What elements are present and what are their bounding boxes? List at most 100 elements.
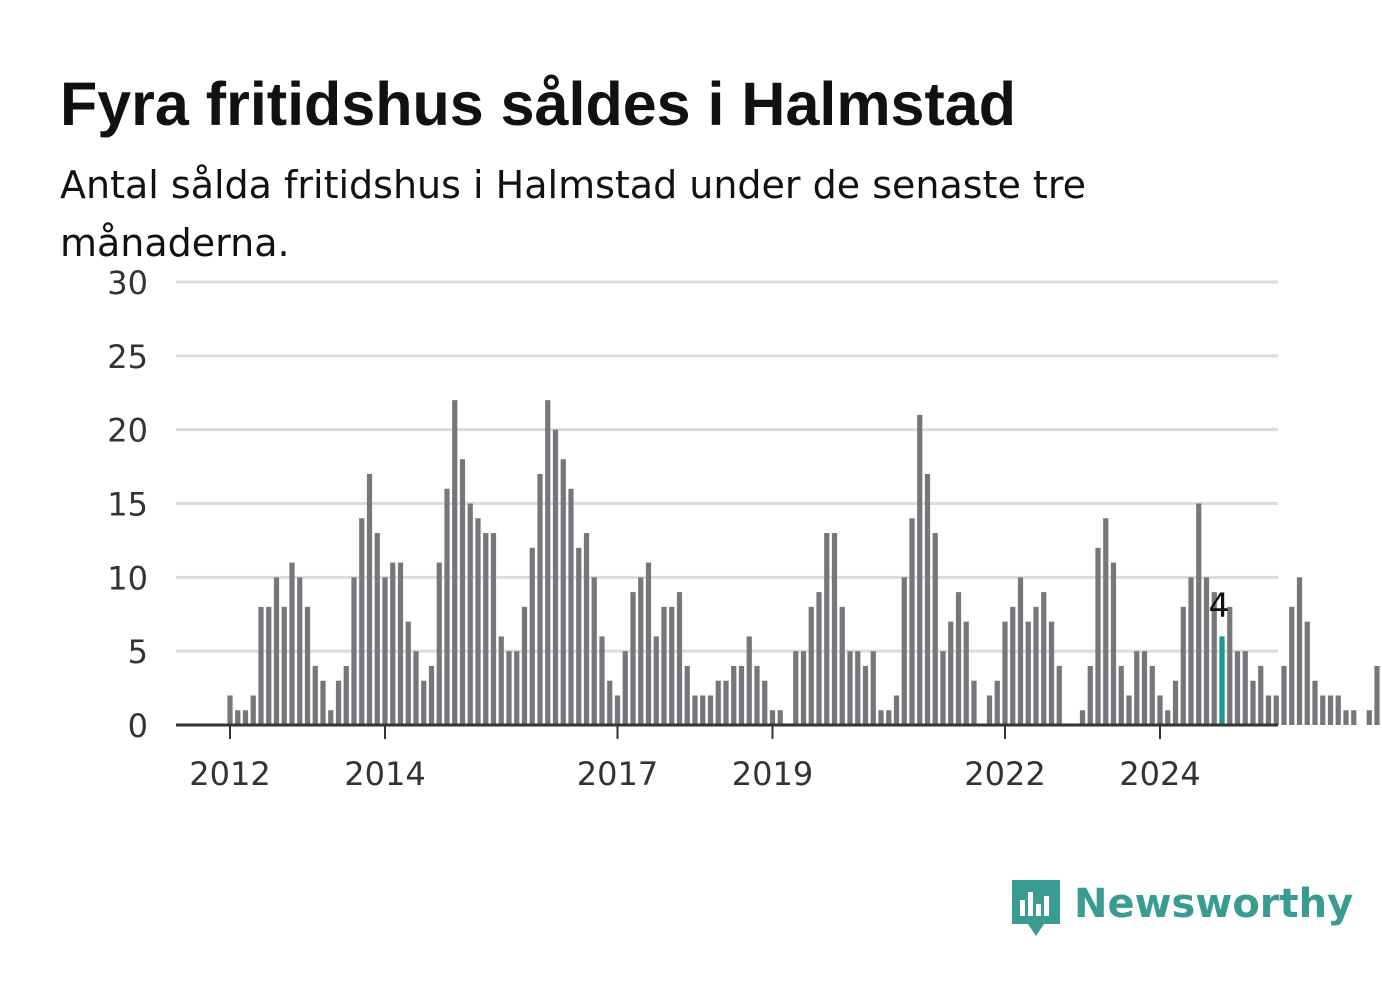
bar: [366, 473, 373, 725]
bar: [684, 665, 690, 725]
bar: [1335, 695, 1341, 725]
bar: [490, 533, 497, 725]
bar: [1351, 710, 1357, 725]
bar: [893, 695, 900, 725]
chart-subtitle: Antal sålda fritidshus i Halmstad under …: [60, 163, 1086, 265]
bar: [878, 710, 884, 725]
bar: [948, 621, 954, 725]
y-tick-label: 30: [107, 264, 148, 302]
bar: [1258, 665, 1264, 725]
bar: [1312, 680, 1318, 725]
bar: [335, 680, 342, 725]
bar: [475, 518, 481, 725]
bar: [1234, 651, 1241, 725]
x-tick-label: 2019: [732, 755, 813, 793]
bar: [235, 710, 241, 725]
bar: [800, 651, 807, 725]
bar: [483, 533, 489, 725]
bar: [591, 577, 597, 725]
bar: [816, 592, 822, 725]
bar: [1188, 577, 1194, 725]
bar: [506, 651, 512, 725]
bar: [607, 680, 613, 725]
brand-logo: Newsworthy: [1010, 878, 1353, 940]
bar: [917, 414, 923, 725]
y-tick-label: 5: [128, 633, 148, 671]
bar: [297, 577, 303, 725]
bar: [1343, 710, 1349, 725]
bar: [1087, 665, 1093, 725]
bar: [994, 680, 1000, 725]
bar: [1141, 651, 1148, 725]
bar: [870, 651, 876, 725]
bar: [1118, 665, 1124, 725]
bar: [529, 547, 535, 725]
bar: [932, 533, 938, 725]
bar: [638, 577, 644, 725]
bar: [397, 562, 404, 725]
bar: [862, 665, 869, 725]
tick-labels: 0 5 10 15 20 25 30 2012 2014 2017 2019 2022 2024 4: [107, 264, 1229, 793]
bar: [1025, 621, 1031, 725]
bar: [831, 533, 838, 725]
bar: [769, 710, 776, 725]
bar: [1203, 577, 1210, 725]
axes: [176, 723, 1278, 739]
bar: [1165, 710, 1171, 725]
bar: [568, 488, 574, 725]
bar: [304, 606, 311, 725]
bar: [281, 606, 287, 725]
bar: [1211, 592, 1217, 725]
bar: [250, 695, 256, 725]
bar: [1265, 695, 1272, 725]
bar: [707, 695, 714, 725]
bar: [924, 473, 931, 725]
bar: [1103, 518, 1109, 725]
bar: [940, 651, 946, 725]
bar: [1320, 695, 1326, 725]
y-tick-label: 10: [107, 559, 148, 597]
bar: [514, 651, 520, 725]
bar: [855, 651, 861, 725]
bar: [824, 533, 830, 725]
bar: [738, 665, 745, 725]
bar: [545, 400, 551, 725]
bar: [266, 606, 272, 725]
bar: [382, 577, 388, 725]
data-label: 4: [1209, 585, 1230, 624]
bar: [1126, 695, 1132, 725]
bar: [1002, 621, 1008, 725]
bar: [583, 533, 590, 725]
bar: [1079, 710, 1086, 725]
bar: [405, 621, 411, 725]
bar: [986, 695, 993, 725]
bar: [1010, 606, 1016, 725]
bar: [1281, 665, 1287, 725]
bar: [1366, 710, 1372, 725]
bar: [1056, 665, 1062, 725]
bar-highlight: [1219, 636, 1225, 725]
bar: [467, 503, 473, 725]
bar: [428, 665, 435, 725]
bar: [1296, 577, 1303, 725]
bar: [1041, 592, 1047, 725]
bar: [289, 562, 295, 725]
bar: [692, 695, 698, 725]
bar: [599, 636, 605, 725]
bar: [909, 518, 915, 725]
bar: [847, 651, 853, 725]
y-tick-label: 0: [128, 707, 148, 745]
bar: [273, 577, 280, 725]
bar: [343, 665, 349, 725]
bar: [1289, 606, 1295, 725]
bar: [576, 547, 582, 725]
brand-name: Newsworthy: [1074, 881, 1354, 927]
bar: [622, 651, 628, 725]
bar: [731, 665, 737, 725]
bar: [1196, 503, 1202, 725]
bar: [839, 606, 845, 725]
bar: [552, 429, 559, 725]
bar: [560, 459, 566, 725]
x-tick-label: 2017: [577, 755, 658, 793]
